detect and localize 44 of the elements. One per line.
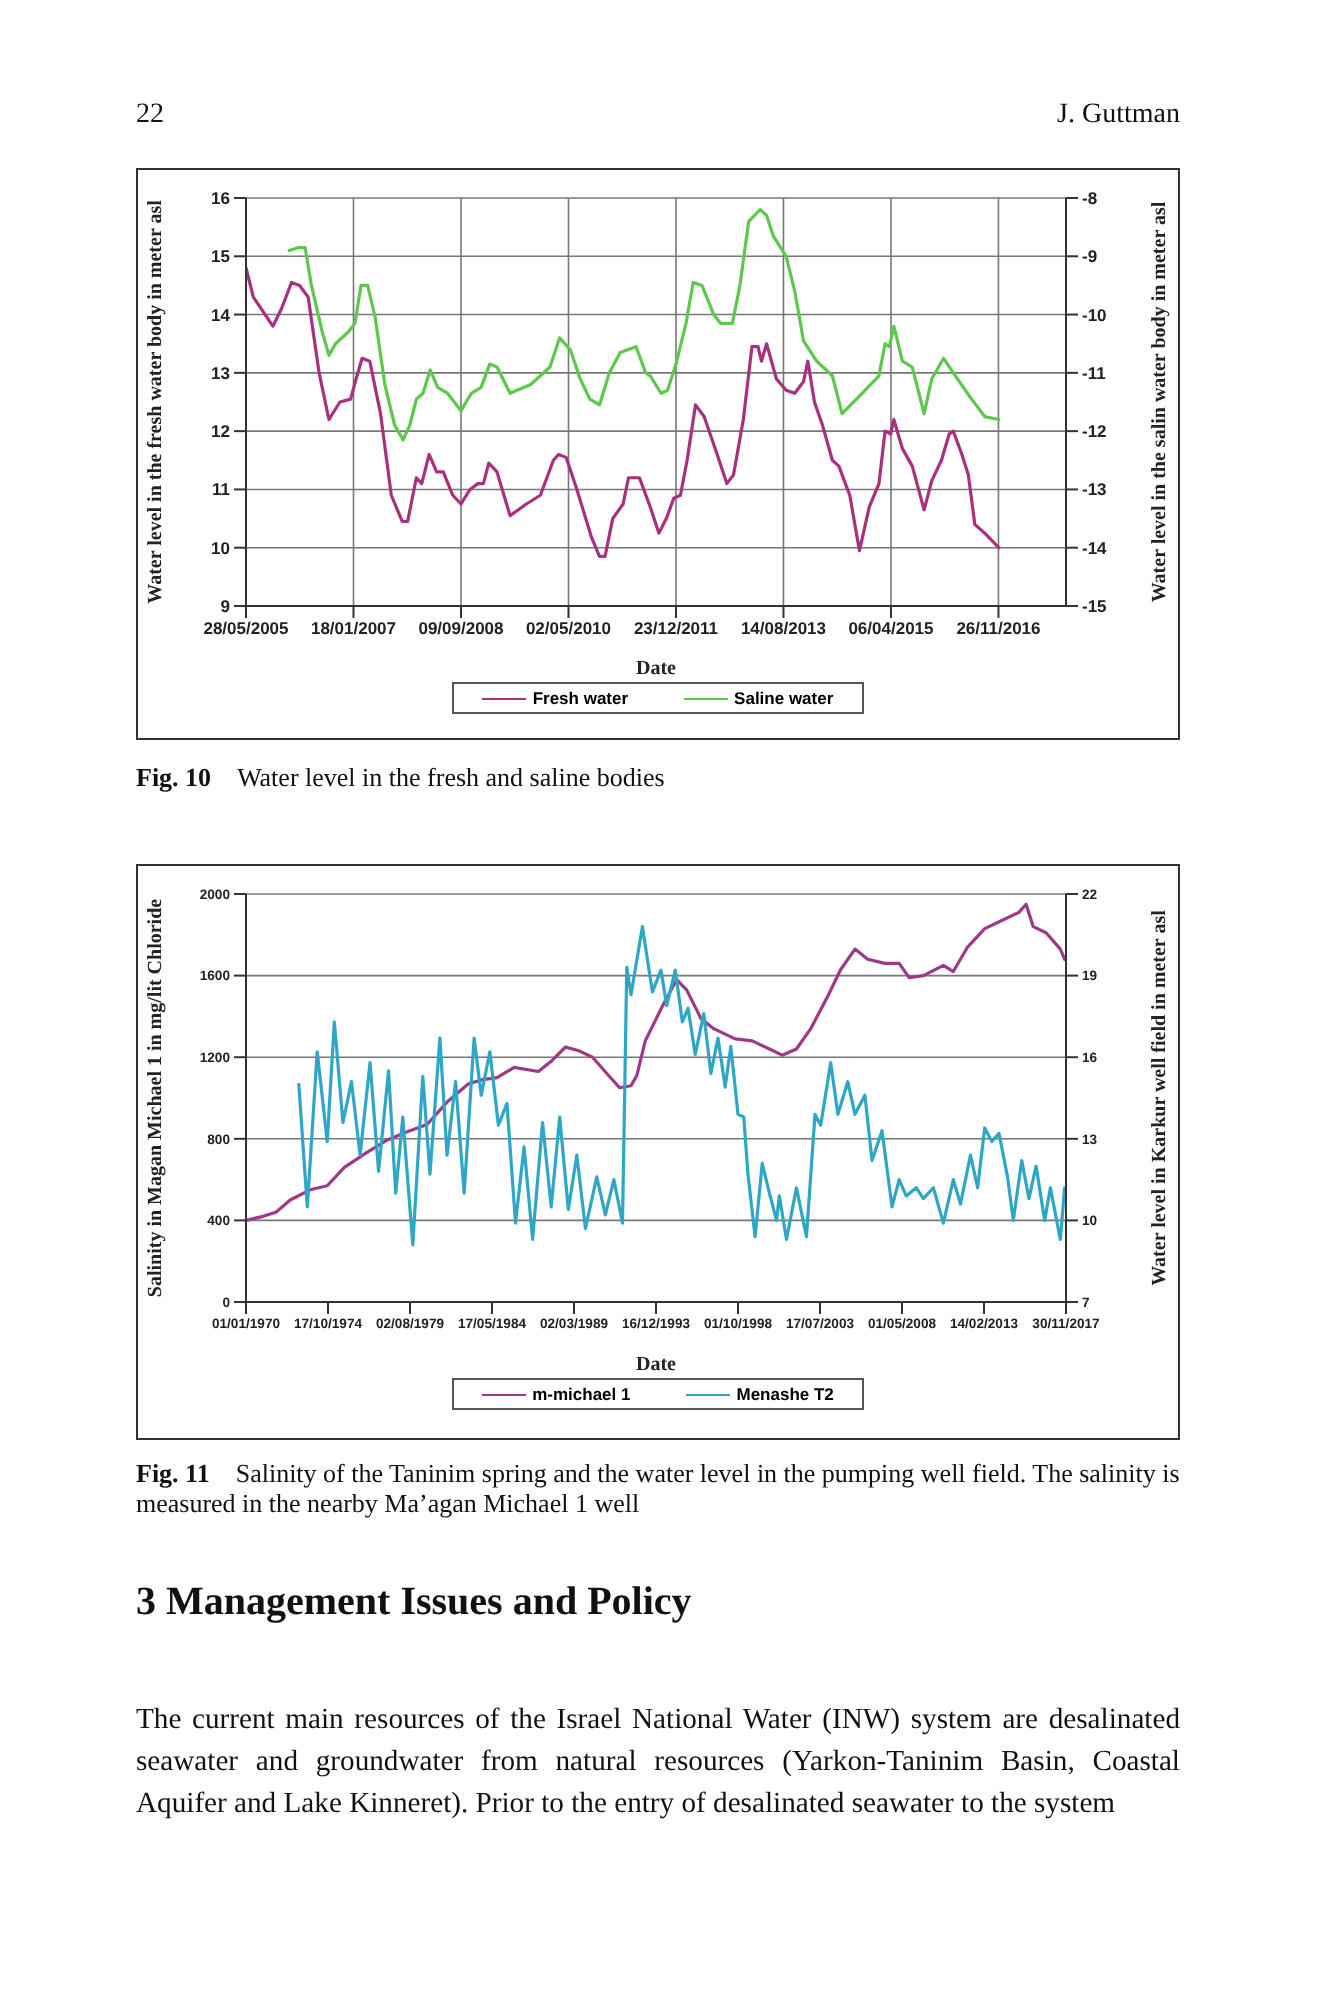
caption: Fig. 10 Water level in the fresh and saline bodies bbox=[136, 762, 665, 792]
caption: Fig. 11 Salinity of the Taninim spring and the water level in the pumping well field. The salinity is measured in the nearby Ma’agan Michael 1 well bbox=[136, 1458, 1180, 1518]
x-axis-title: Date bbox=[636, 658, 678, 680]
x-tick-label: 02/05/2010 bbox=[525, 618, 612, 639]
y-tick-label: 12 bbox=[211, 421, 231, 442]
y2-tick-label: -9 bbox=[1082, 246, 1098, 267]
y2-tick-label: -15 bbox=[1082, 596, 1108, 617]
x-tick-label: 28/05/2005 bbox=[203, 618, 290, 639]
y2-tick-label: -12 bbox=[1082, 421, 1108, 442]
y2-axis-title: Water level in the salin water body in meter asl bbox=[1149, 201, 1172, 603]
y-axis-title: Salinity in Magan Michael 1 in mg/lit Chloride bbox=[145, 897, 168, 1298]
y2-tick-label: -8 bbox=[1082, 188, 1098, 209]
y-tick-label: 16 bbox=[211, 188, 231, 209]
x-tick-label: 23/12/2011 bbox=[633, 618, 719, 639]
x-tick-label: 18/01/2007 bbox=[310, 618, 397, 639]
text: 22 bbox=[136, 100, 164, 132]
y-tick-label: 15 bbox=[211, 246, 231, 267]
y-tick-label: 13 bbox=[211, 362, 231, 383]
y-axis-title: Water level in the fresh water body in meter asl bbox=[145, 199, 168, 604]
legend-label: Saline water bbox=[732, 688, 834, 708]
y2-axis-title: Water level in Karkur well field in meter asl bbox=[1149, 909, 1172, 1286]
text: J. Guttman bbox=[1057, 100, 1180, 132]
x-tick-label: 09/09/2008 bbox=[418, 618, 505, 639]
x-tick-label: 06/04/2015 bbox=[848, 618, 935, 639]
y2-tick-label: -11 bbox=[1082, 362, 1107, 383]
text: The current main resources of the Israel National Water (INW) system are desalinated seawater and groundwater from natural resources (Yarkon-Taninim Basin, Coastal Aquifer and Lake Kinneret). Prior to the entry of desalinated seawater to the system bbox=[136, 1702, 1180, 1824]
text: 3 Management Issues and Policy bbox=[136, 1580, 692, 1626]
legend-label: Menashe T2 bbox=[734, 1384, 834, 1404]
y-tick-label: 9 bbox=[220, 596, 231, 617]
line-series bbox=[297, 925, 1066, 1247]
x-tick-label: 14/08/2013 bbox=[740, 618, 827, 639]
y2-tick-label: -14 bbox=[1082, 537, 1108, 558]
line-series bbox=[246, 902, 1066, 1222]
x-tick-label: 26/11/2016 bbox=[956, 618, 1042, 639]
legend-label: m-michael 1 bbox=[530, 1384, 631, 1404]
line-series bbox=[246, 266, 1001, 559]
x-axis-title: Date bbox=[636, 1354, 678, 1376]
legend-label: Fresh water bbox=[530, 688, 629, 708]
y-tick-label: 14 bbox=[211, 304, 231, 325]
y-tick-label: 10 bbox=[211, 537, 231, 558]
y2-tick-label: -13 bbox=[1082, 479, 1108, 500]
y-tick-label: 11 bbox=[212, 479, 231, 500]
y2-tick-label: -10 bbox=[1082, 304, 1108, 325]
line-series bbox=[287, 208, 1001, 442]
